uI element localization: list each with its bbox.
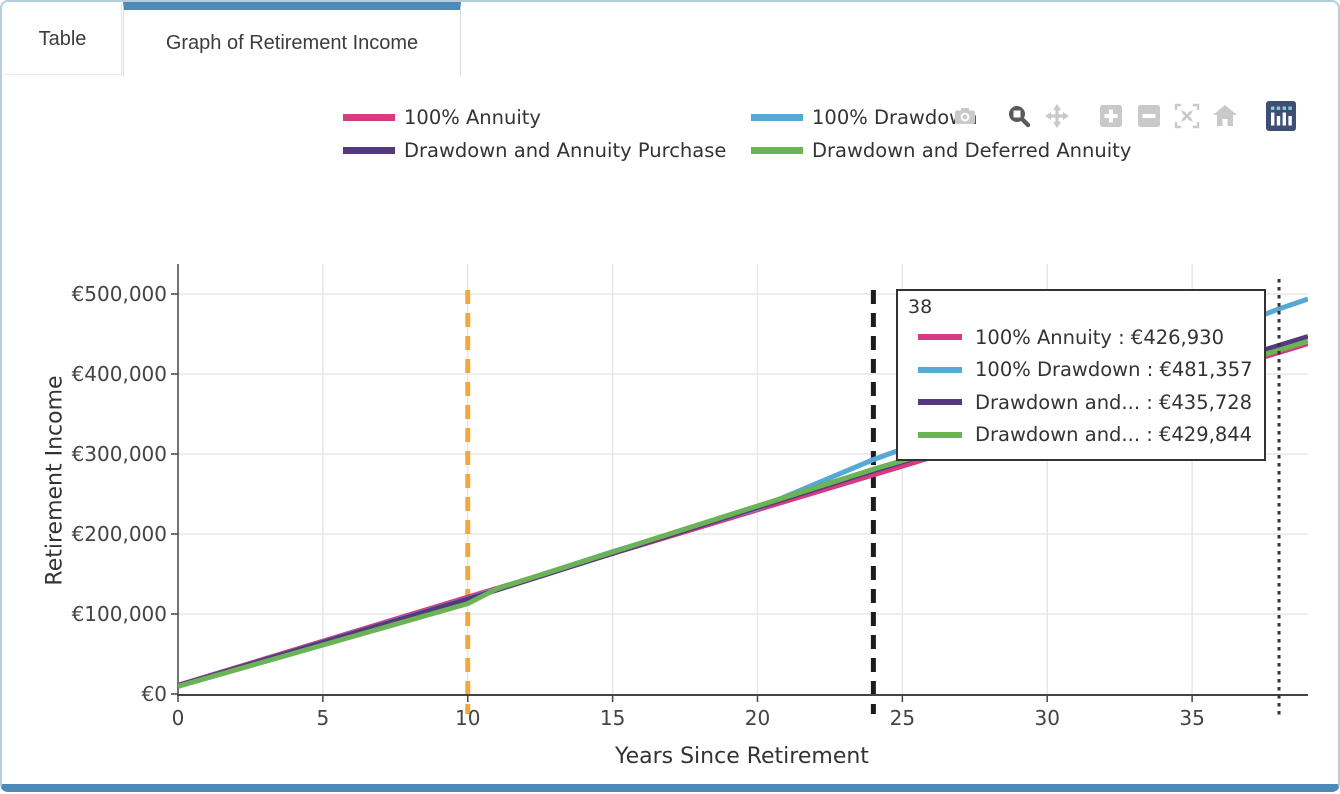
tooltip-x-value: 38 — [908, 296, 933, 318]
reset-home-icon[interactable] — [1212, 102, 1238, 130]
y-tick-label: €500,000 — [72, 282, 167, 306]
legend-swatch-drawdown-annuity-purchase — [343, 147, 395, 154]
y-tick-label: €0 — [142, 682, 167, 706]
y-tick-label: €200,000 — [72, 522, 167, 546]
autoscale-icon[interactable] — [1174, 102, 1200, 130]
tooltip-text: 100% Annuity : €426,930 — [975, 325, 1224, 349]
tab-graph-label: Graph of Retirement Income — [165, 31, 419, 54]
hover-tooltip: 38 100% Annuity : €426,930 100% Drawdown… — [896, 289, 1266, 461]
legend: 100% Annuity 100% Drawdown Drawdown and … — [343, 106, 1131, 162]
x-axis-title: Years Since Retirement — [615, 744, 869, 769]
x-tick-label: 25 — [890, 706, 915, 730]
y-tick-label: €400,000 — [72, 362, 167, 386]
legend-label: Drawdown and Deferred Annuity — [812, 139, 1132, 162]
x-tick-label: 5 — [317, 706, 330, 730]
tooltip-row: 100% Annuity : €426,930 — [908, 321, 1254, 354]
y-tick-label: €100,000 — [72, 602, 167, 626]
tooltip-row: 100% Drawdown : €481,357 — [908, 354, 1254, 387]
x-tick-label: 10 — [455, 706, 480, 730]
x-tick-label: 35 — [1179, 706, 1204, 730]
zoom-icon[interactable] — [1006, 102, 1032, 130]
legend-swatch-100-drawdown — [751, 114, 803, 121]
tab-table[interactable]: Table — [4, 4, 122, 75]
tooltip-text: Drawdown and... : €429,844 — [975, 423, 1253, 447]
tab-graph-of-retirement-income[interactable]: Graph of Retirement Income — [123, 2, 461, 76]
legend-item-drawdown-deferred-annuity[interactable]: Drawdown and Deferred Annuity — [751, 139, 1131, 162]
legend-item-100-annuity[interactable]: 100% Annuity — [343, 106, 751, 129]
x-tick-label: 30 — [1035, 706, 1060, 730]
legend-swatch-100-annuity — [343, 114, 395, 121]
tooltip-swatch-100-drawdown — [918, 366, 962, 373]
y-axis-title: Retirement Income — [42, 375, 68, 586]
tooltip-text: Drawdown and... : €435,728 — [975, 390, 1253, 414]
legend-item-drawdown-annuity-purchase[interactable]: Drawdown and Annuity Purchase — [343, 139, 751, 162]
tab-table-label: Table — [38, 27, 87, 50]
tooltip-swatch-100-annuity — [918, 334, 962, 341]
x-tick-label: 0 — [172, 706, 185, 730]
legend-item-100-drawdown[interactable]: 100% Drawdown — [751, 106, 1131, 129]
hover-compare-icon[interactable] — [1266, 101, 1296, 131]
legend-swatch-drawdown-deferred-annuity — [751, 147, 803, 154]
legend-label: 100% Drawdown — [812, 106, 978, 129]
series-line-drawdown-and-deferred-annuity[interactable] — [178, 338, 1308, 689]
tooltip-row: Drawdown and... : €435,728 — [908, 386, 1254, 419]
modebar — [952, 101, 1296, 131]
zoom-in-icon[interactable] — [1098, 102, 1124, 130]
camera-icon[interactable] — [952, 102, 978, 130]
pan-icon[interactable] — [1044, 102, 1070, 130]
x-tick-label: 15 — [600, 706, 625, 730]
tooltip-swatch-drawdown-annuity-purchase — [918, 399, 962, 406]
tooltip-text: 100% Drawdown : €481,357 — [975, 358, 1253, 382]
tooltip-swatch-drawdown-deferred-annuity — [918, 431, 962, 438]
y-tick-label: €300,000 — [72, 442, 167, 466]
legend-label: Drawdown and Annuity Purchase — [404, 139, 727, 162]
x-tick-label: 20 — [745, 706, 770, 730]
zoom-out-icon[interactable] — [1136, 102, 1162, 130]
legend-label: 100% Annuity — [404, 106, 541, 129]
tooltip-row: Drawdown and... : €429,844 — [908, 419, 1254, 452]
